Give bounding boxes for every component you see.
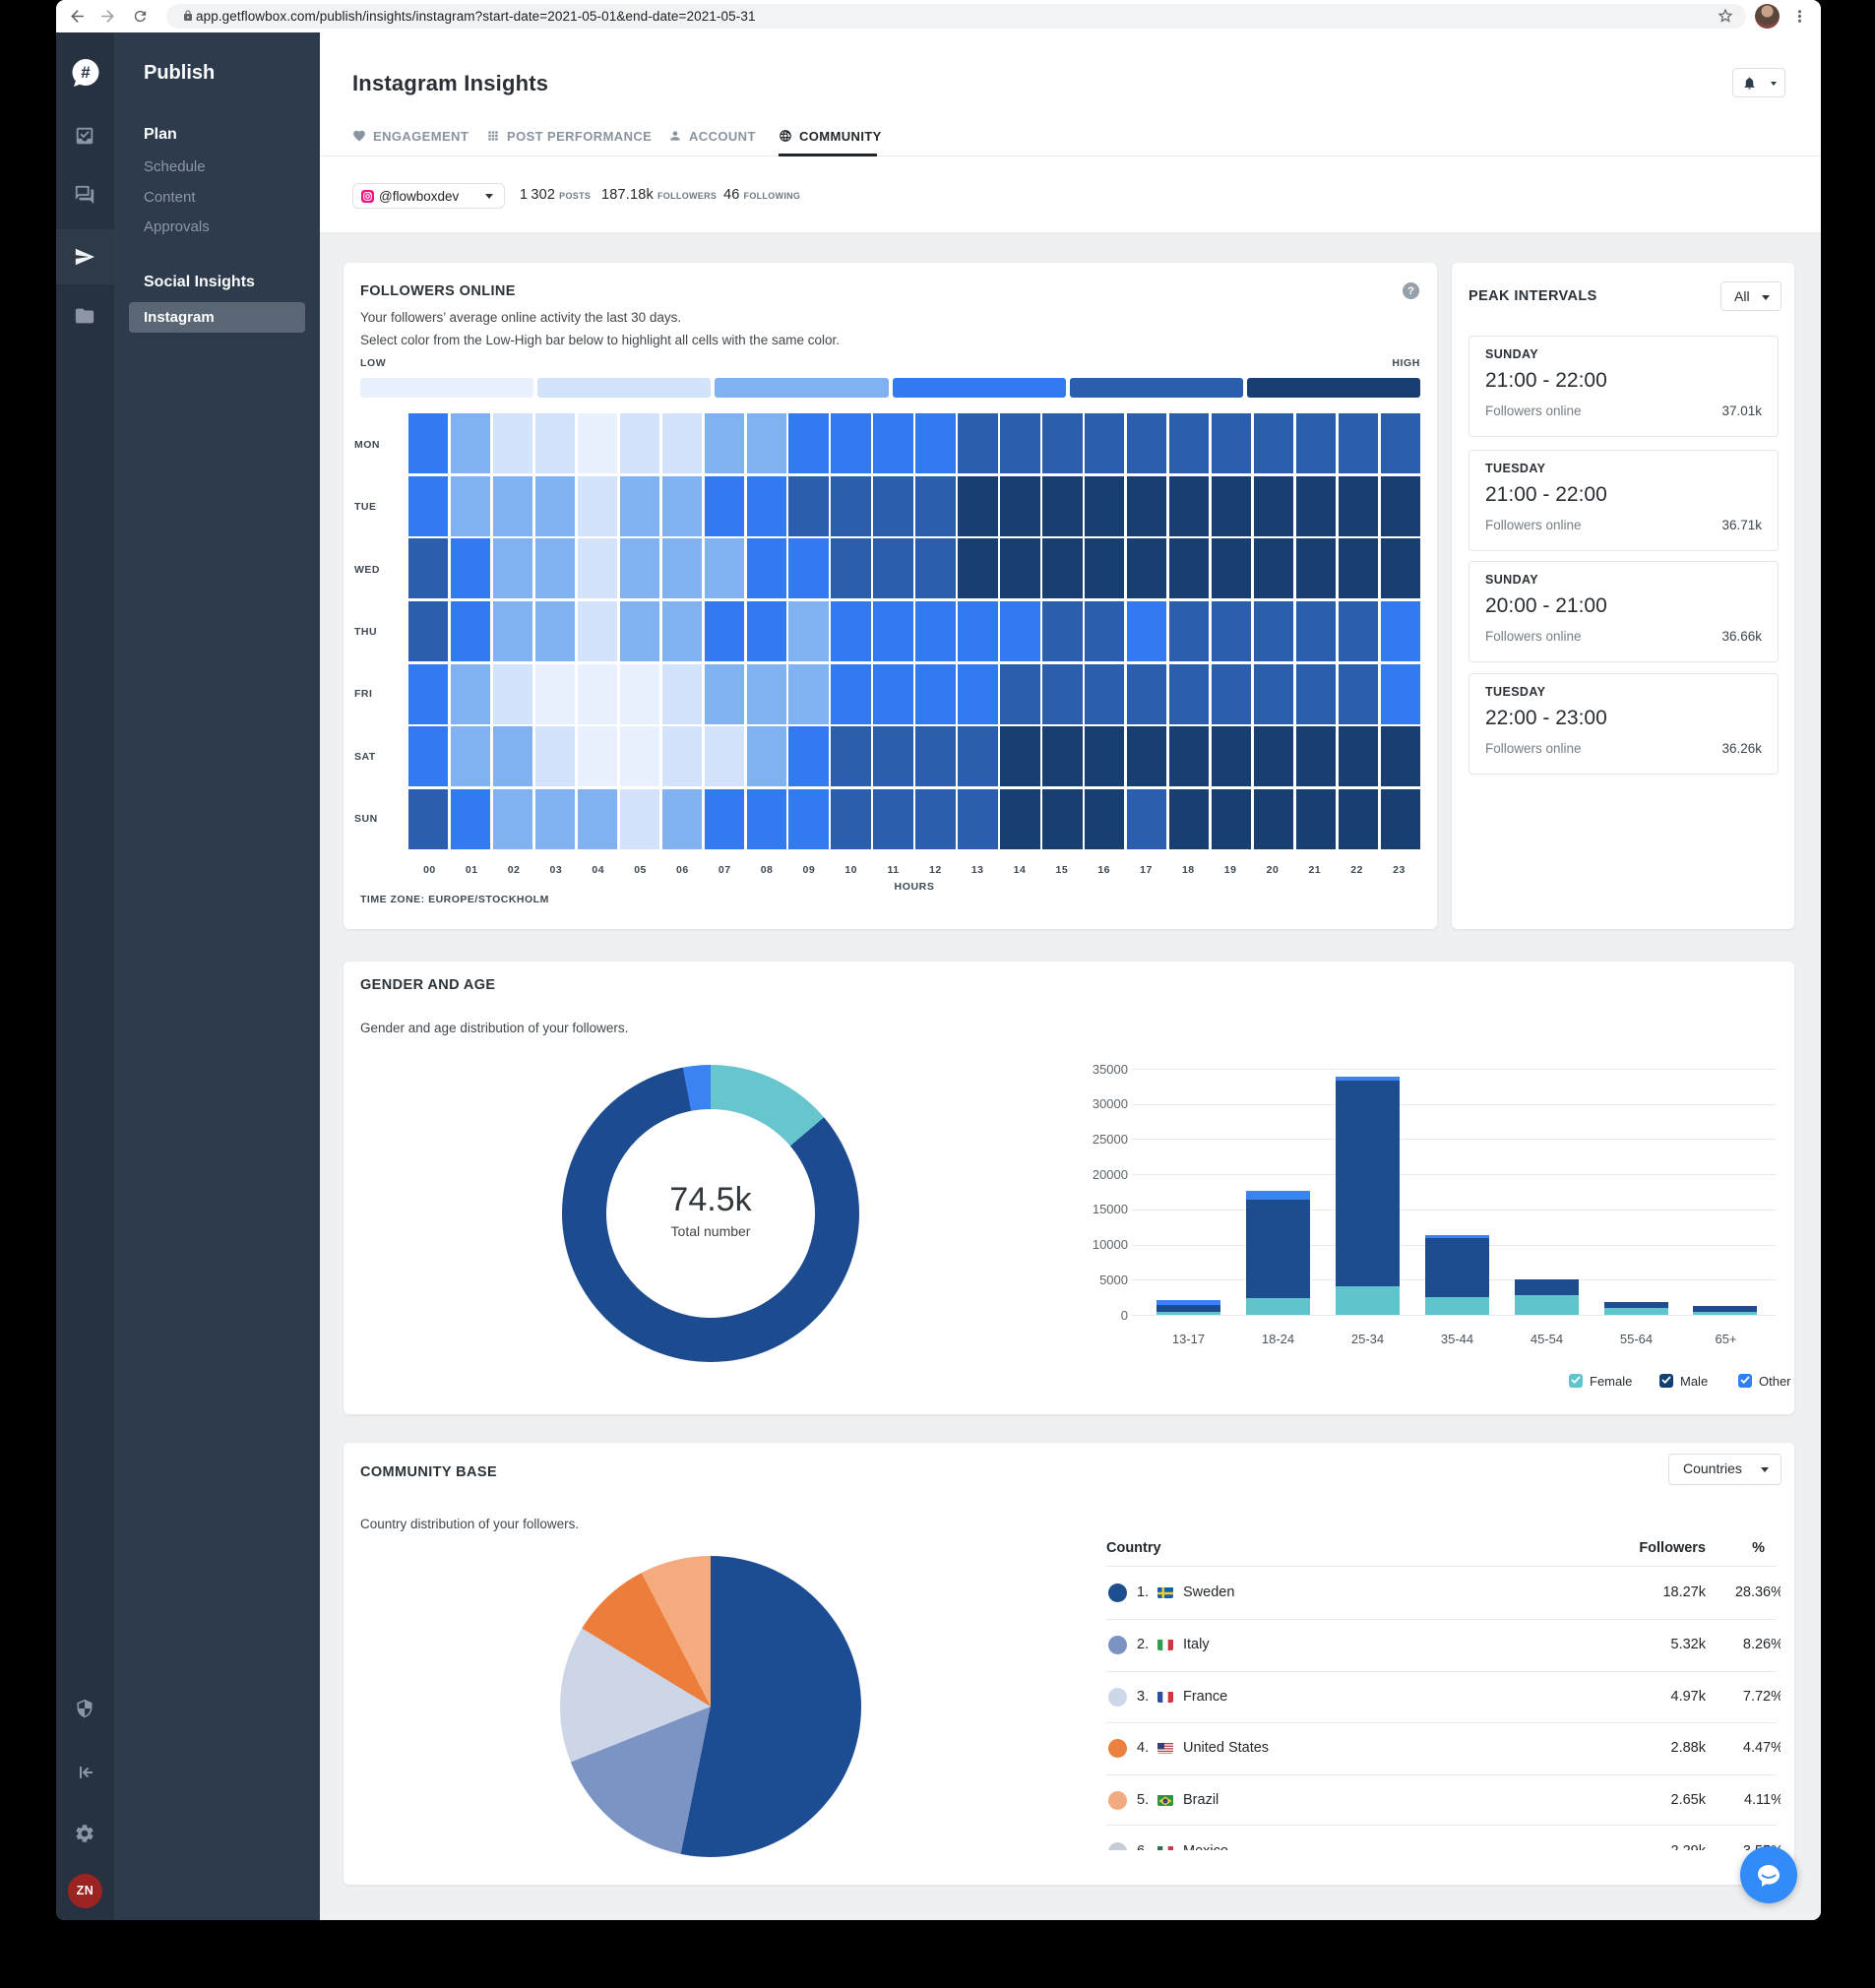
- svg-text:#: #: [81, 63, 91, 82]
- svg-text:?: ?: [1407, 285, 1414, 297]
